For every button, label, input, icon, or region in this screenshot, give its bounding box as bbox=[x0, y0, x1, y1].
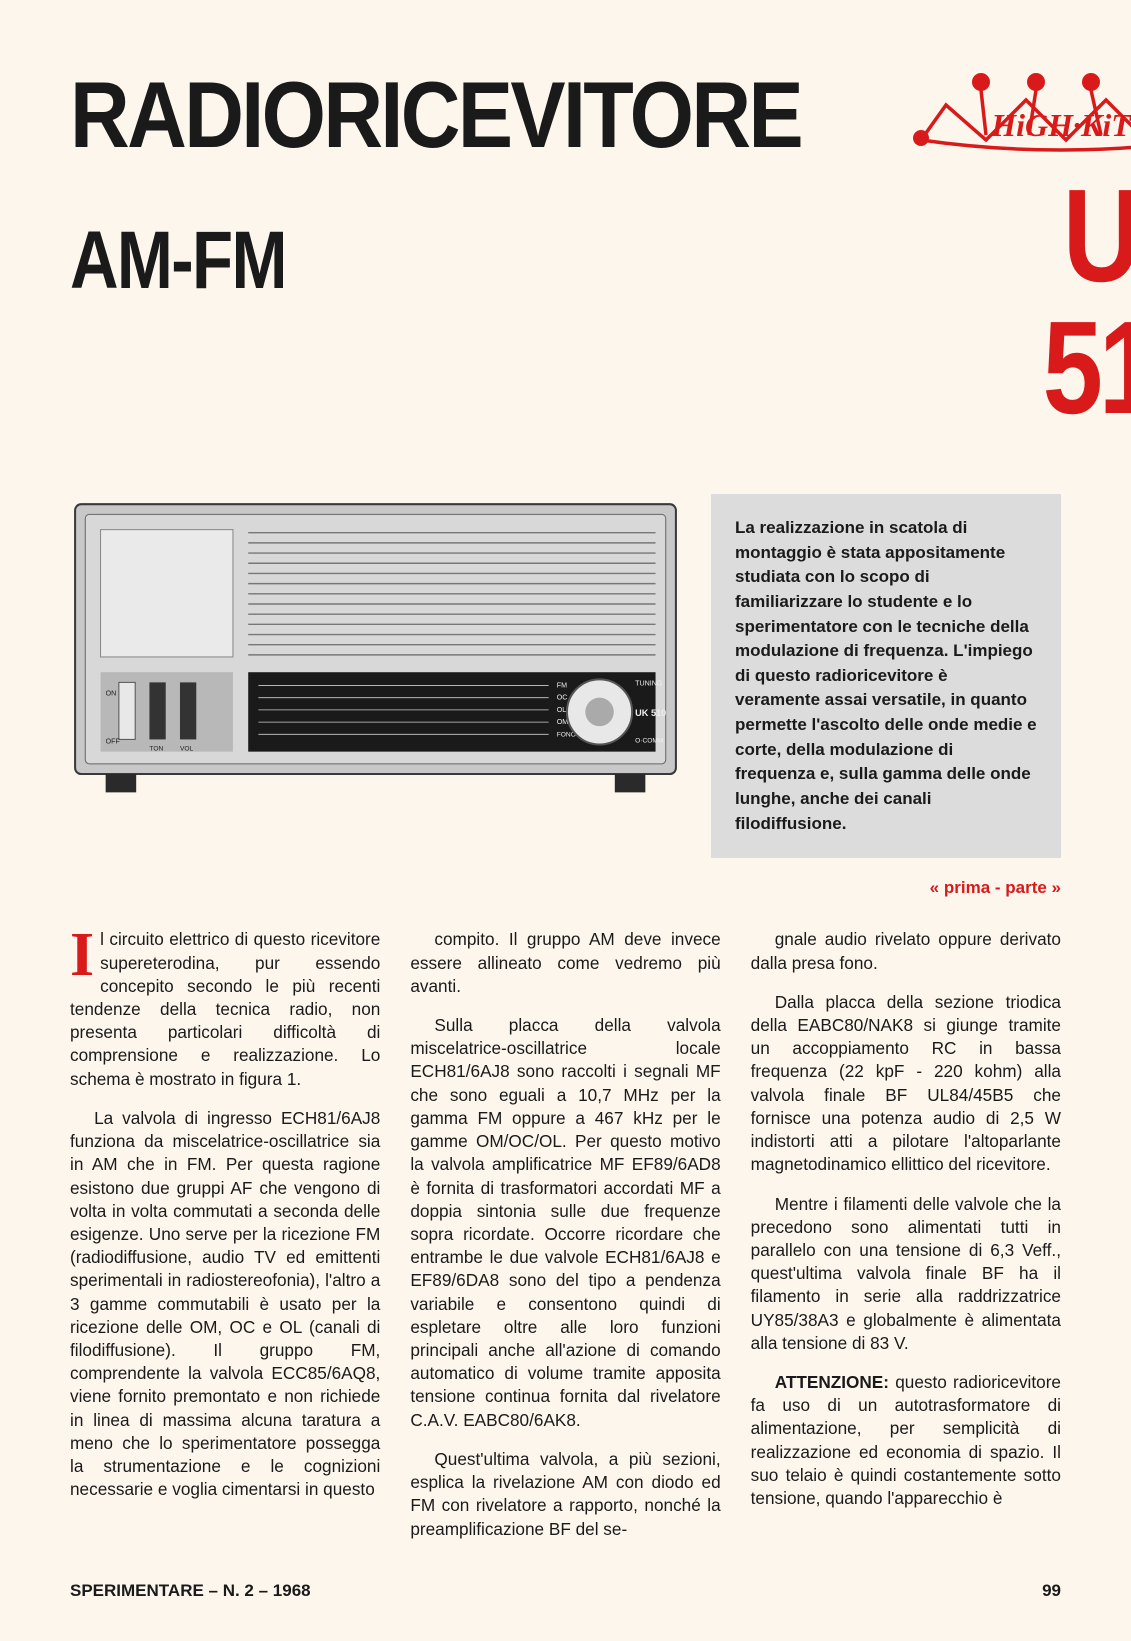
radio-illustration: ON OFF TON VOL FM OC OL OM FONO TUNING bbox=[70, 494, 681, 800]
paragraph-2: La valvola di ingresso ECH81/6AJ8 funzio… bbox=[70, 1107, 380, 1502]
paragraph-1: Il circuito elettrico di questo ricevito… bbox=[70, 928, 380, 1091]
page-footer: SPERIMENTARE – N. 2 – 1968 99 bbox=[70, 1581, 1061, 1601]
header-left: RADIORICEVITORE AM-FM bbox=[70, 70, 901, 308]
svg-text:ON: ON bbox=[106, 690, 117, 698]
svg-text:OFF: OFF bbox=[106, 737, 121, 745]
footer-right: 99 bbox=[1042, 1581, 1061, 1601]
paragraph-8: Mentre i filamenti delle valvole che la … bbox=[751, 1193, 1061, 1356]
mid-row: ON OFF TON VOL FM OC OL OM FONO TUNING bbox=[70, 494, 1061, 858]
footer-left: SPERIMENTARE – N. 2 – 1968 bbox=[70, 1581, 311, 1601]
brand-text: HiGH·KiT bbox=[990, 107, 1131, 143]
svg-text:UK 510: UK 510 bbox=[635, 708, 666, 718]
svg-text:FM: FM bbox=[557, 681, 567, 689]
svg-text:OC: OC bbox=[557, 694, 568, 702]
sidebar-box: La realizzazione in scatola di montaggio… bbox=[711, 494, 1061, 858]
svg-text:TUNING: TUNING bbox=[635, 679, 662, 687]
body-text: Il circuito elettrico di questo ricevito… bbox=[70, 928, 1061, 1540]
svg-text:VOL: VOL bbox=[180, 746, 194, 753]
paragraph-7: Dalla placca della sezione triodica dell… bbox=[751, 991, 1061, 1177]
title-main: RADIORICEVITORE bbox=[70, 70, 801, 159]
paragraph-5: Quest'ultima valvola, a più sezioni, esp… bbox=[410, 1448, 720, 1541]
paragraph-4: Sulla placca della valvola miscelatrice-… bbox=[410, 1014, 720, 1432]
paragraph-3: compito. Il gruppo AM deve invece essere… bbox=[410, 928, 720, 998]
dropcap: I bbox=[70, 932, 94, 979]
highkit-crown-logo: HiGH·KiT bbox=[901, 70, 1131, 160]
svg-text:OL: OL bbox=[557, 706, 567, 714]
page-header: RADIORICEVITORE AM-FM HiGH·KiT UK 510 bbox=[70, 70, 1061, 434]
radio-photo: ON OFF TON VOL FM OC OL OM FONO TUNING bbox=[70, 494, 681, 858]
header-right: HiGH·KiT UK 510 bbox=[901, 70, 1131, 434]
attenzione-label: ATTENZIONE: bbox=[775, 1372, 889, 1392]
part-label: « prima - parte » bbox=[70, 878, 1061, 898]
paragraph-9: ATTENZIONE: questo radioricevitore fa us… bbox=[751, 1371, 1061, 1510]
svg-text:OM: OM bbox=[557, 718, 569, 726]
title-sub: AM-FM bbox=[70, 214, 751, 308]
svg-text:TON: TON bbox=[149, 746, 163, 753]
svg-text:O·COMM: O·COMM bbox=[635, 737, 663, 744]
model-number: UK 510 bbox=[957, 170, 1131, 434]
paragraph-6: gnale audio rivelato oppure derivato dal… bbox=[751, 928, 1061, 974]
